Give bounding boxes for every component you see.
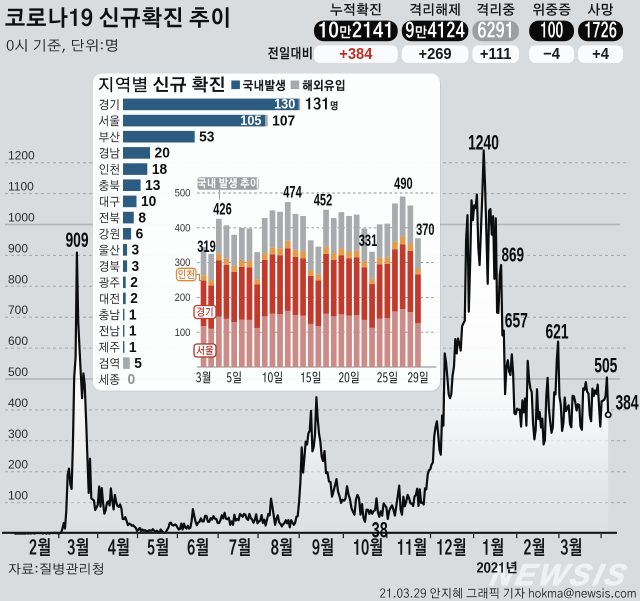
svg-text:130: 130 xyxy=(274,96,295,112)
svg-text:6: 6 xyxy=(136,225,144,241)
svg-text:384: 384 xyxy=(615,391,638,415)
svg-text:500: 500 xyxy=(8,365,28,379)
svg-text:2: 2 xyxy=(130,274,138,290)
svg-text:8: 8 xyxy=(138,209,146,225)
svg-text:53: 53 xyxy=(199,128,214,144)
svg-text:200: 200 xyxy=(175,293,191,305)
svg-text:38: 38 xyxy=(372,517,388,542)
svg-text:1240: 1240 xyxy=(468,131,499,155)
svg-text:+384: +384 xyxy=(339,45,373,63)
svg-text:600: 600 xyxy=(8,334,28,348)
svg-text:869: 869 xyxy=(502,243,525,267)
svg-text:505: 505 xyxy=(594,353,617,377)
svg-text:1000: 1000 xyxy=(8,211,35,225)
svg-text:1200: 1200 xyxy=(8,149,35,163)
svg-text:200: 200 xyxy=(8,458,28,472)
svg-text:13: 13 xyxy=(145,177,160,193)
svg-text:105: 105 xyxy=(240,112,261,128)
svg-text:10: 10 xyxy=(141,193,156,209)
svg-text:NEWSIS: NEWSIS xyxy=(487,558,633,591)
svg-text:+111: +111 xyxy=(480,45,512,63)
svg-text:900: 900 xyxy=(8,241,28,255)
svg-text:400: 400 xyxy=(175,223,191,235)
svg-text:1100: 1100 xyxy=(8,180,34,194)
svg-text:18: 18 xyxy=(152,161,167,177)
svg-text:+4: +4 xyxy=(592,45,609,63)
svg-text:331: 331 xyxy=(359,232,377,251)
svg-text:426: 426 xyxy=(213,200,231,219)
svg-text:300: 300 xyxy=(8,427,28,441)
svg-text:800: 800 xyxy=(8,272,28,286)
svg-text:490: 490 xyxy=(394,175,412,194)
svg-text:400: 400 xyxy=(8,396,28,410)
svg-text:1: 1 xyxy=(129,338,137,354)
svg-text:5: 5 xyxy=(134,355,142,371)
svg-text:3: 3 xyxy=(132,258,140,274)
svg-text:300: 300 xyxy=(175,258,191,270)
svg-text:909: 909 xyxy=(65,228,88,252)
svg-text:452: 452 xyxy=(314,191,332,210)
svg-text:107: 107 xyxy=(272,112,295,128)
svg-text:2: 2 xyxy=(130,290,138,306)
svg-text:20: 20 xyxy=(155,144,170,160)
svg-text:657: 657 xyxy=(505,308,528,332)
svg-text:700: 700 xyxy=(8,303,28,317)
svg-text:474: 474 xyxy=(283,183,301,202)
svg-text:100: 100 xyxy=(175,327,191,339)
svg-text:3: 3 xyxy=(132,241,140,257)
svg-text:500: 500 xyxy=(175,188,191,200)
svg-text:319: 319 xyxy=(197,238,215,257)
svg-text:100: 100 xyxy=(8,489,28,503)
svg-text:+269: +269 xyxy=(418,45,451,63)
svg-text:370: 370 xyxy=(416,221,434,240)
svg-text:621: 621 xyxy=(545,320,568,344)
svg-text:0: 0 xyxy=(128,371,136,387)
svg-text:1: 1 xyxy=(129,306,137,322)
svg-text:1: 1 xyxy=(129,322,137,338)
svg-text:−4: −4 xyxy=(543,45,560,63)
